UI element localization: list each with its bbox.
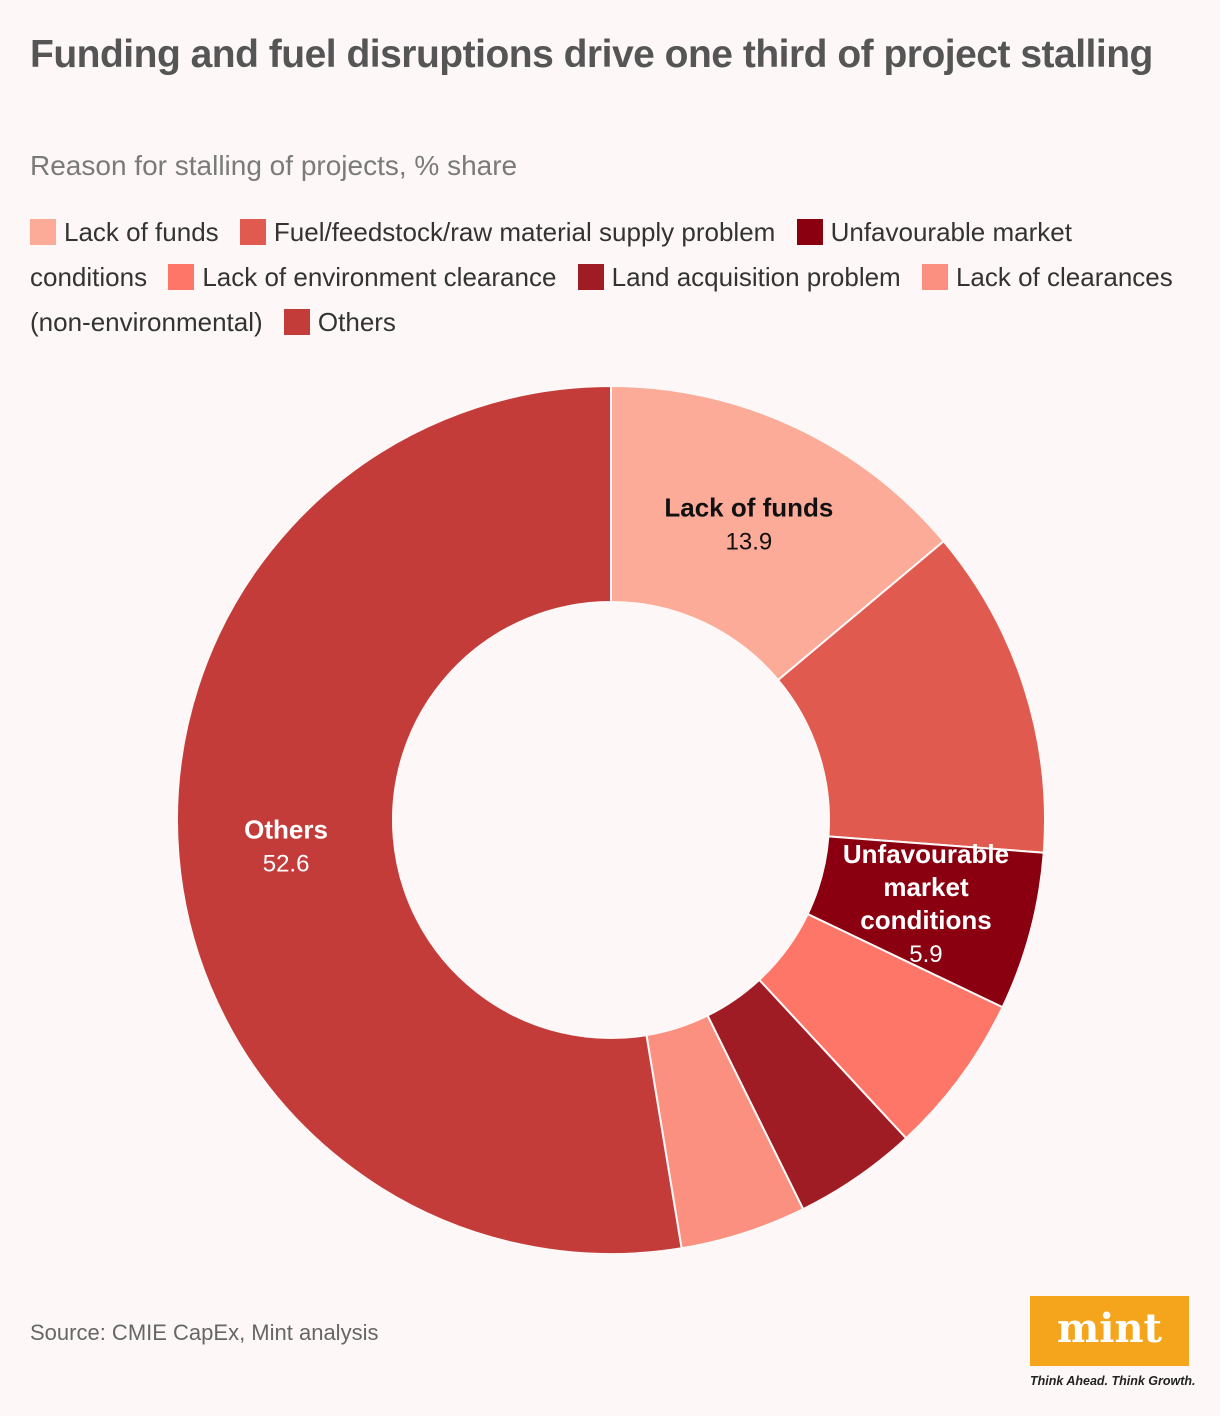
slice-label: conditions [860, 905, 991, 935]
legend-item: Fuel/feedstock/raw material supply probl… [239, 217, 776, 247]
slice-label: market [883, 872, 969, 902]
slice-value: 52.6 [263, 850, 310, 877]
legend-item: Unfavourable market conditions [30, 217, 1072, 292]
legend-label: Lack of funds [64, 217, 219, 247]
source-note: Source: CMIE CapEx, Mint analysis [30, 1320, 379, 1345]
legend-swatch [921, 264, 948, 290]
legend-item: Others [283, 307, 396, 337]
legend-swatch [30, 219, 56, 245]
slice-label: Lack of funds [664, 492, 833, 522]
legend-swatch [239, 219, 266, 245]
legend-item: Lack of environment clearance [168, 262, 556, 292]
legend-label: Lack of environment clearance [202, 262, 557, 292]
legend-swatch [796, 219, 823, 245]
legend-item: Land acquisition problem [577, 262, 901, 292]
slice-label: Unfavourable [843, 839, 1009, 869]
legend-label: Others [317, 307, 396, 337]
legend-label: Unfavourable market conditions [30, 217, 1072, 292]
slice-value: 13.9 [726, 528, 773, 555]
legend-swatch [283, 309, 310, 335]
legend-label: Land acquisition problem [611, 262, 901, 292]
slice-value: 5.9 [909, 941, 942, 968]
legend-swatch [577, 264, 604, 290]
donut-slice [776, 539, 1047, 854]
donut-slice [610, 384, 946, 682]
donut-chart: Lack of funds 13.9 Unfavourablemarketcondi… [176, 384, 1047, 1255]
legend-item: Lack of clearances (non-environmental) [30, 262, 1173, 337]
legend-label: Lack of clearances (non-environmental) [30, 262, 1173, 337]
logo-tagline: Think Ahead. Think Growth. [1030, 1374, 1196, 1388]
legend-label: Fuel/feedstock/raw material supply probl… [273, 217, 776, 247]
legend: Lack of funds Fuel/feedstock/raw materia… [30, 210, 1190, 345]
chart-subtitle: Reason for stalling of projects, % share [30, 150, 518, 181]
donut-slice [176, 384, 683, 1255]
legend-swatch [168, 264, 195, 290]
chart-title: Funding and fuel disruptions drive one t… [30, 33, 1153, 76]
slice-label: Others [244, 814, 328, 844]
mint-logo: mint [1030, 1296, 1189, 1366]
legend-item: Lack of funds [30, 217, 219, 247]
